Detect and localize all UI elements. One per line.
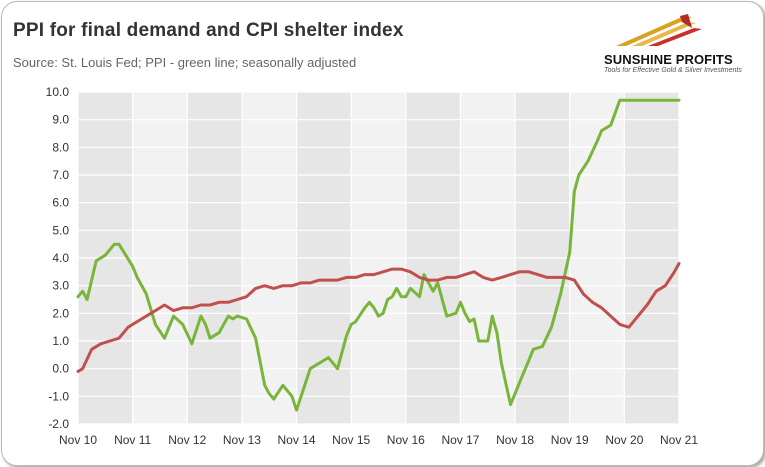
- y-tick-label: 9.0: [52, 113, 69, 127]
- chart-subtitle: Source: St. Louis Fed; PPI - green line;…: [13, 55, 357, 70]
- x-tick-label: Nov 20: [605, 433, 643, 447]
- series-line-cpi-shelter: [76, 262, 681, 373]
- y-tick-label: 10.0: [46, 85, 70, 99]
- y-tick-label: 0.0: [52, 362, 69, 376]
- x-tick-label: Nov 11: [114, 433, 151, 447]
- x-tick-label: Nov 19: [551, 433, 589, 447]
- x-tick-label: Nov 12: [168, 433, 206, 447]
- y-tick-label: 5.0: [52, 223, 69, 237]
- sunshine-profits-logo-icon: [616, 14, 702, 46]
- y-tick-label: 2.0: [52, 306, 69, 320]
- y-tick-label: 7.0: [52, 168, 69, 182]
- y-tick-label: -1.0: [48, 389, 69, 403]
- x-tick-label: Nov 10: [59, 433, 97, 447]
- x-tick-label: Nov 18: [496, 433, 534, 447]
- y-tick-label: 1.0: [52, 334, 69, 348]
- x-tick-label: Nov 16: [387, 433, 425, 447]
- y-tick-label: 3.0: [52, 279, 69, 293]
- x-tick-label: Nov 15: [332, 433, 370, 447]
- x-tick-label: Nov 13: [223, 433, 261, 447]
- x-tick-label: Nov 14: [278, 433, 316, 447]
- x-tick-label: Nov 21: [660, 433, 698, 447]
- y-tick-label: 4.0: [52, 251, 69, 265]
- chart-title: PPI for final demand and CPI shelter ind…: [13, 20, 404, 41]
- x-tick-label: Nov 17: [441, 433, 479, 447]
- logo-name: SUNSHINE PROFITS: [604, 52, 733, 67]
- y-tick-label: -2.0: [48, 417, 69, 431]
- y-tick-label: 6.0: [52, 196, 69, 210]
- series-line-ppi: [76, 98, 681, 412]
- y-tick-label: 8.0: [52, 140, 69, 154]
- logo-tagline: Tools for Effective Gold & Silver Invest…: [604, 67, 742, 74]
